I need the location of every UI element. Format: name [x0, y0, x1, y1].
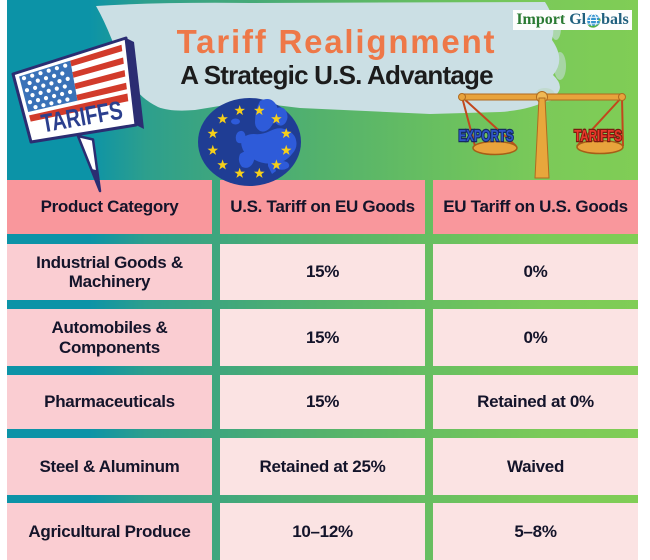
svg-text:TARIFFS: TARIFFS	[574, 126, 622, 144]
svg-text:EXPORTS: EXPORTS	[458, 126, 513, 144]
